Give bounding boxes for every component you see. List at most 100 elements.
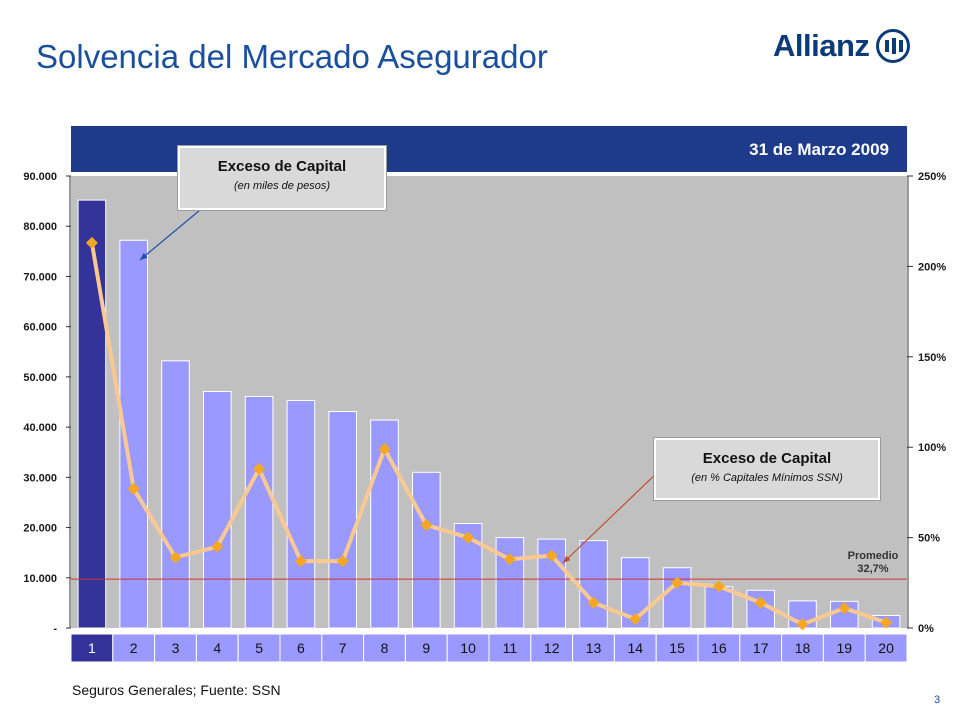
category-cell <box>404 633 448 663</box>
category-cell <box>321 633 365 663</box>
plot-area <box>71 176 907 628</box>
pct-point <box>294 555 307 568</box>
category-cell <box>864 633 908 663</box>
y-right-tick-label: 0% <box>918 623 934 635</box>
category-cell <box>237 633 281 663</box>
category-cell <box>488 633 532 663</box>
bar <box>662 567 692 629</box>
category-cell <box>739 633 783 663</box>
pct-series-line <box>89 242 887 627</box>
pct-point <box>587 596 600 609</box>
pct-point <box>880 616 893 629</box>
x-tick-label: 7 <box>339 640 347 656</box>
callout-right-arrow <box>562 469 661 564</box>
bar <box>579 540 608 629</box>
bar <box>244 395 274 629</box>
logo-text: Allianz <box>773 28 870 63</box>
category-cell <box>655 633 699 663</box>
category-cell <box>697 633 741 663</box>
category-cell <box>822 633 866 663</box>
page-number: 3 <box>934 694 941 706</box>
category-cell <box>70 633 114 663</box>
x-tick-label: 18 <box>795 640 811 656</box>
callout-left-arrow <box>139 209 201 261</box>
x-tick-label: 3 <box>172 640 180 656</box>
bar <box>495 537 525 629</box>
callout-left-title: Exceso de Capital <box>217 158 347 175</box>
bar <box>203 390 232 629</box>
x-tick-label: 8 <box>381 640 389 656</box>
x-tick-label: 9 <box>422 640 430 656</box>
category-cell <box>446 633 490 663</box>
y-left-tick-label: 20.000 <box>23 523 57 535</box>
page-title: Solvencia del Mercado Asegurador <box>36 38 548 75</box>
pct-point <box>671 576 684 589</box>
pct-point <box>629 612 642 625</box>
x-tick-label: 6 <box>297 640 305 656</box>
pct-point <box>169 551 182 564</box>
pct-point <box>545 549 558 562</box>
y-left-tick-label: 70.000 <box>23 271 57 283</box>
y-left-tick-label: 90.000 <box>23 171 57 183</box>
y-left-tick-label: 80.000 <box>23 221 57 233</box>
pct-point <box>378 443 391 456</box>
pct-point <box>127 482 140 495</box>
pct-point <box>712 580 725 593</box>
pct-point <box>838 602 851 615</box>
y-left-tick-label: 10.000 <box>23 573 57 585</box>
callout-left-arrow-head <box>140 252 148 260</box>
callout-right-title: Exceso de Capital <box>702 450 832 467</box>
x-tick-label: 16 <box>711 640 727 656</box>
category-cell <box>279 633 323 663</box>
bar <box>328 411 357 629</box>
y-right-tick-label: 50% <box>918 533 940 545</box>
category-cell <box>781 633 824 663</box>
pct-point <box>336 555 349 568</box>
x-tick-label: 12 <box>544 640 560 656</box>
category-cell <box>112 633 156 663</box>
source-note: Seguros Generales; Fuente: SSN <box>72 682 281 698</box>
y-left-tick-label: 40.000 <box>23 422 57 434</box>
allianz-eagle-icon <box>876 29 911 63</box>
x-tick-label: 4 <box>213 640 221 656</box>
x-tick-label: 2 <box>130 640 138 656</box>
x-tick-label: 13 <box>586 640 602 656</box>
bar <box>704 586 734 629</box>
y-right-tick-label: 250% <box>918 171 946 183</box>
y-left-tick-label: 30.000 <box>23 472 57 484</box>
category-cell <box>195 633 239 663</box>
callout-right-arrow-head <box>563 555 571 563</box>
y-left-tick-label: 50.000 <box>23 372 57 384</box>
pct-point <box>420 518 433 531</box>
pct-point <box>503 553 516 566</box>
category-cell <box>363 633 406 663</box>
y-right-tick-label: 150% <box>918 352 946 364</box>
pct-point <box>85 236 98 249</box>
pct-point <box>754 596 767 609</box>
pct-point <box>462 531 475 544</box>
date-label: 31 de Marzo 2009 <box>749 140 889 159</box>
callout-capital-percent: Exceso de Capital (en % Capitales Mínimo… <box>653 437 881 501</box>
bar <box>286 399 316 629</box>
bar <box>77 199 107 629</box>
allianz-logo: Allianz <box>773 26 923 66</box>
category-cell <box>572 633 615 663</box>
callout-capital-pesos: Exceso de Capital (en miles de pesos) <box>177 145 387 211</box>
x-tick-label: 5 <box>255 640 263 656</box>
x-tick-label: 15 <box>669 640 685 656</box>
category-cell <box>154 633 197 663</box>
pct-point <box>253 462 266 475</box>
bar <box>412 471 441 629</box>
x-tick-label: 10 <box>460 640 476 656</box>
callout-left-subtitle: (en miles de pesos) <box>234 180 330 192</box>
x-tick-label: 17 <box>753 640 769 656</box>
callout-right-subtitle: (en % Capitales Mínimos SSN) <box>691 472 843 484</box>
x-tick-label: 11 <box>503 640 518 656</box>
y-left-tick-label: - <box>53 623 57 635</box>
bar <box>161 360 190 629</box>
pct-point <box>796 618 809 631</box>
x-tick-label: 20 <box>878 640 894 656</box>
x-tick-label: 14 <box>628 640 644 656</box>
average-value: 32,7% <box>857 563 888 575</box>
